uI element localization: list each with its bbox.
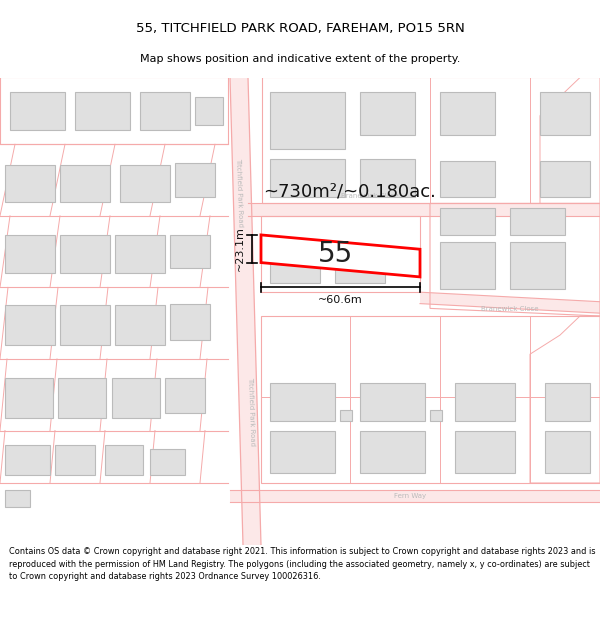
Bar (270, 159, 345, 197)
Text: Map shows position and indicative extent of the property.: Map shows position and indicative extent… (140, 54, 460, 64)
Bar (440, 161, 495, 197)
Bar (60, 304, 110, 344)
Bar (60, 165, 110, 201)
Text: ~730m²/~0.180ac.: ~730m²/~0.180ac. (263, 183, 436, 201)
Bar (5, 235, 55, 273)
Bar (360, 431, 425, 474)
Text: ~23.1m: ~23.1m (235, 226, 245, 271)
Text: 55: 55 (317, 240, 353, 268)
Bar (115, 235, 165, 273)
Bar (195, 97, 223, 125)
Bar (540, 92, 590, 135)
Bar (5, 445, 50, 476)
Text: Fern Way: Fern Way (394, 493, 426, 499)
Text: Contains OS data © Crown copyright and database right 2021. This information is : Contains OS data © Crown copyright and d… (9, 548, 595, 581)
Bar (545, 431, 590, 474)
Bar (5, 378, 53, 418)
Text: Branewick Close: Branewick Close (341, 192, 399, 199)
Bar (105, 445, 143, 476)
Bar (270, 382, 335, 421)
Bar (540, 161, 590, 197)
Bar (510, 208, 565, 235)
Bar (55, 445, 95, 476)
Bar (440, 92, 495, 135)
Bar (58, 378, 106, 418)
Bar (140, 92, 190, 130)
Bar (112, 378, 160, 418)
Text: Titchfield Park Road: Titchfield Park Road (235, 158, 243, 227)
Polygon shape (261, 235, 420, 277)
Bar (270, 254, 320, 282)
Bar (270, 431, 335, 474)
Bar (455, 382, 515, 421)
Bar (360, 159, 415, 197)
Bar (335, 254, 385, 282)
Bar (440, 242, 495, 289)
Text: ~60.6m: ~60.6m (318, 295, 363, 305)
Bar (5, 304, 55, 344)
Bar (10, 92, 65, 130)
Bar (340, 409, 352, 421)
Bar (5, 489, 30, 507)
Polygon shape (420, 292, 600, 313)
Text: Titchfield Park Road: Titchfield Park Road (247, 377, 255, 446)
Bar (5, 165, 55, 201)
Bar (75, 92, 130, 130)
Bar (440, 208, 495, 235)
Bar (430, 409, 442, 421)
Text: 55, TITCHFIELD PARK ROAD, FAREHAM, PO15 5RN: 55, TITCHFIELD PARK ROAD, FAREHAM, PO15 … (136, 22, 464, 35)
Bar (120, 165, 170, 201)
Bar (170, 304, 210, 340)
Bar (170, 235, 210, 268)
Polygon shape (230, 78, 261, 545)
Bar (270, 92, 345, 149)
Polygon shape (230, 489, 600, 502)
Bar (175, 163, 215, 197)
Bar (150, 449, 185, 476)
Bar (165, 378, 205, 413)
Bar (60, 235, 110, 273)
Bar (455, 431, 515, 474)
Bar (510, 242, 565, 289)
Text: Branewick Close: Branewick Close (481, 306, 539, 312)
Polygon shape (248, 204, 600, 216)
Bar (360, 92, 415, 135)
Bar (115, 304, 165, 344)
Bar (545, 382, 590, 421)
Bar (360, 382, 425, 421)
